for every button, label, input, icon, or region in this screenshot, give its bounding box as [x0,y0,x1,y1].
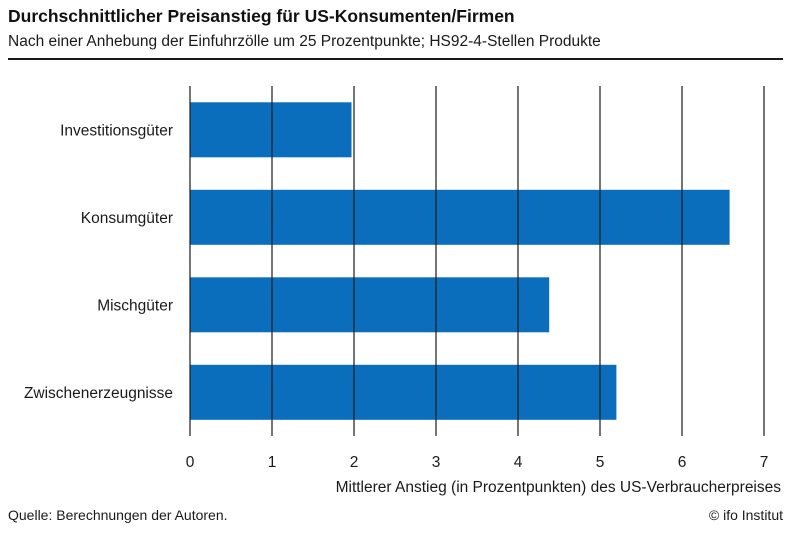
x-tick-label: 3 [432,454,441,471]
category-label: Zwischenerzeugnisse [24,385,173,402]
x-tick-label: 2 [350,454,359,471]
copyright-notice: © ifo Institut [708,507,783,523]
x-tick-label: 7 [760,454,769,471]
chart-subtitle: Nach einer Anhebung der Einfuhrzölle um … [8,33,601,50]
header-divider [8,58,783,60]
category-label: Konsumgüter [81,210,173,227]
bar-1 [190,102,352,158]
x-tick-label: 0 [186,454,195,471]
category-label: Mischgüter [97,297,173,314]
bar-4 [190,364,617,420]
x-tick-label: 6 [678,454,687,471]
x-tick-label: 4 [514,454,523,471]
chart-title: Durchschnittlicher Preisanstieg für US-K… [8,6,515,26]
source-note: Quelle: Berechnungen der Autoren. [8,507,228,523]
category-label: Investitionsgüter [60,122,173,139]
bar-3 [190,277,550,333]
x-axis-title: Mittlerer Anstieg (in Prozentpunkten) de… [336,479,782,496]
x-tick-label: 5 [596,454,605,471]
bar-2 [190,189,730,245]
x-tick-label: 1 [268,454,277,471]
